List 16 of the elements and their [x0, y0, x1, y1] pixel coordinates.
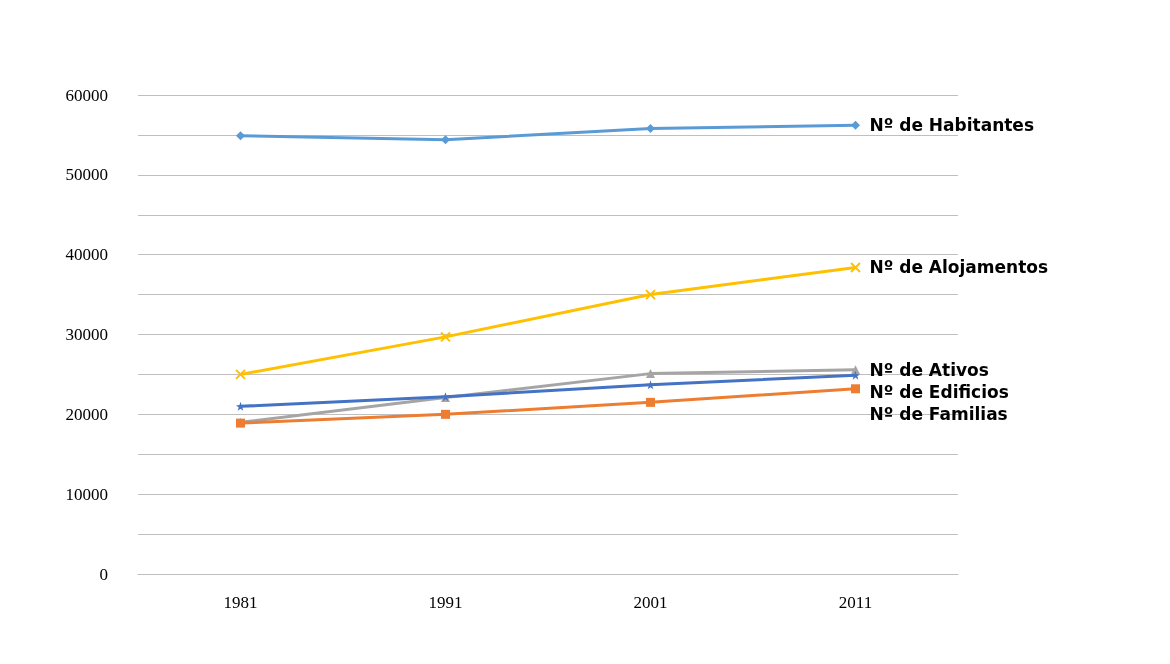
series-label: Nº de Alojamentos — [869, 257, 1049, 278]
y-tick-label: 20000 — [65, 404, 108, 424]
series-label: Nº de Ativos — [869, 359, 989, 380]
series-label: Nº de Habitantes — [869, 115, 1035, 136]
y-tick-label: 0 — [99, 564, 108, 584]
x-tick-label: 2001 — [633, 593, 668, 612]
y-tick-label: 60000 — [65, 85, 108, 105]
x-tick-label: 2011 — [838, 593, 873, 612]
y-tick-label: 40000 — [65, 245, 108, 265]
series-label: Nº de Familias — [869, 403, 1008, 424]
x-tick-label: 1981 — [223, 593, 258, 612]
x-tick-label: 1991 — [428, 593, 463, 612]
series-label: Nº de Edificios — [869, 381, 1009, 402]
y-tick-label: 30000 — [65, 325, 108, 344]
y-tick-label: 10000 — [65, 484, 108, 504]
y-tick-label: 50000 — [65, 165, 108, 185]
